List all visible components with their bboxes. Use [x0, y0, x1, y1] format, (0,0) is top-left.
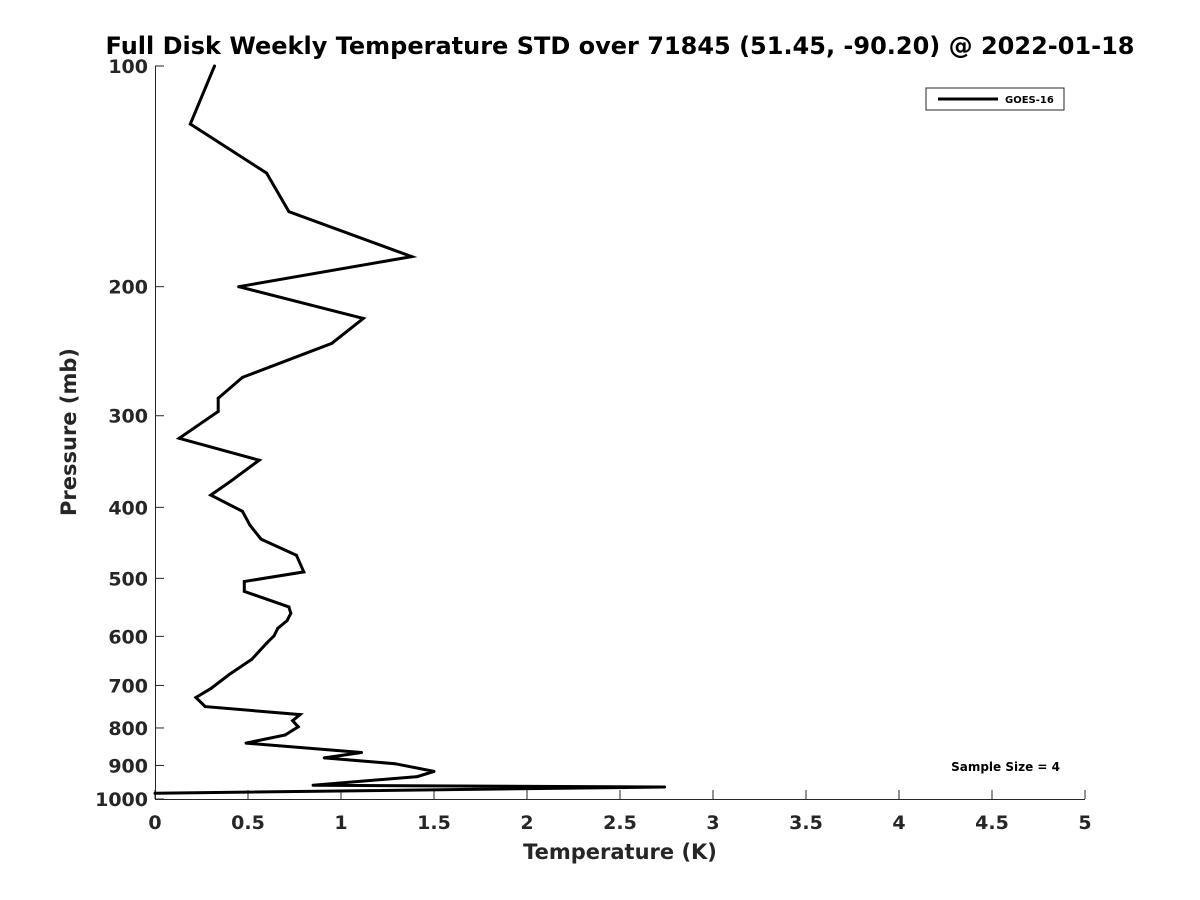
data-point [415, 775, 419, 779]
data-point [188, 122, 192, 126]
x-tick-label: 3 [706, 812, 719, 834]
legend: GOES-16 [925, 87, 1065, 111]
data-point [250, 657, 254, 661]
data-point [330, 341, 334, 345]
data-point [287, 210, 291, 214]
y-tick-label: 400 [108, 497, 148, 519]
data-point [213, 64, 216, 68]
data-point [287, 605, 291, 609]
x-tick-label: 0 [148, 812, 161, 834]
chart-title: Full Disk Weekly Temperature STD over 71… [106, 32, 1135, 60]
data-point [311, 783, 315, 787]
x-tick-label: 2 [520, 812, 533, 834]
data-point [289, 611, 293, 615]
data-point [283, 733, 287, 737]
x-tick-label: 3.5 [789, 812, 823, 834]
data-point [177, 436, 181, 440]
data-point [257, 458, 261, 462]
y-tick-label: 900 [108, 755, 148, 777]
data-point [242, 580, 246, 583]
x-axis-label: Temperature (K) [523, 840, 717, 864]
x-tick-label: 1.5 [417, 812, 451, 834]
data-point [216, 396, 220, 400]
data-point [298, 713, 302, 717]
x-tick-label: 0.5 [231, 812, 265, 834]
data-point [285, 619, 289, 623]
data-point [227, 672, 231, 676]
y-tick-label: 100 [108, 56, 148, 78]
data-point [209, 493, 213, 497]
sample-size-annotation: Sample Size = 4 [951, 760, 1060, 774]
data-point [272, 634, 276, 638]
y-tick-label: 500 [108, 568, 148, 590]
y-tick-label: 800 [108, 718, 148, 740]
x-axis-ticks: 0 0.5 1 1.5 2 2.5 3 3.5 4 4.5 5 [148, 790, 1092, 834]
y-tick-label: 300 [108, 406, 148, 428]
data-point [296, 725, 300, 729]
series-points [153, 64, 667, 795]
data-point [360, 751, 363, 754]
data-point [393, 762, 397, 766]
data-point [194, 696, 198, 699]
data-point [248, 523, 252, 527]
data-point [259, 537, 263, 541]
data-point [209, 687, 213, 691]
legend-label-goes-16: GOES-16 [1005, 95, 1054, 106]
data-point [302, 570, 306, 574]
data-point [663, 785, 667, 789]
data-point [322, 756, 326, 760]
data-point [244, 741, 248, 745]
data-point [216, 410, 220, 413]
series-line-goes-16 [154, 65, 665, 795]
x-tick-label: 4.5 [975, 812, 1009, 834]
data-point [265, 641, 269, 645]
y-tick-label: 700 [108, 675, 148, 697]
data-point [410, 255, 414, 259]
y-tick-label: 200 [108, 277, 148, 299]
data-point [276, 626, 280, 630]
y-axis-label: Pressure (mb) [57, 348, 81, 516]
y-axis-ticks: 100 200 300 400 500 600 700 800 900 1000 [95, 56, 164, 811]
data-point [294, 553, 298, 557]
data-point [361, 316, 365, 320]
y-tick-label: 1000 [95, 789, 148, 811]
x-tick-label: 2.5 [603, 812, 637, 834]
x-tick-label: 1 [334, 812, 347, 834]
y-tick-label: 600 [108, 626, 148, 648]
data-point [240, 509, 244, 513]
data-point [153, 791, 157, 795]
data-point [432, 769, 436, 773]
data-point [229, 479, 233, 483]
data-point [240, 375, 244, 379]
data-point [203, 705, 207, 709]
data-point [242, 589, 246, 593]
x-tick-label: 4 [892, 812, 905, 834]
data-point [237, 285, 241, 289]
data-point [291, 719, 295, 723]
data-point [265, 171, 269, 175]
x-tick-label: 5 [1078, 812, 1091, 834]
